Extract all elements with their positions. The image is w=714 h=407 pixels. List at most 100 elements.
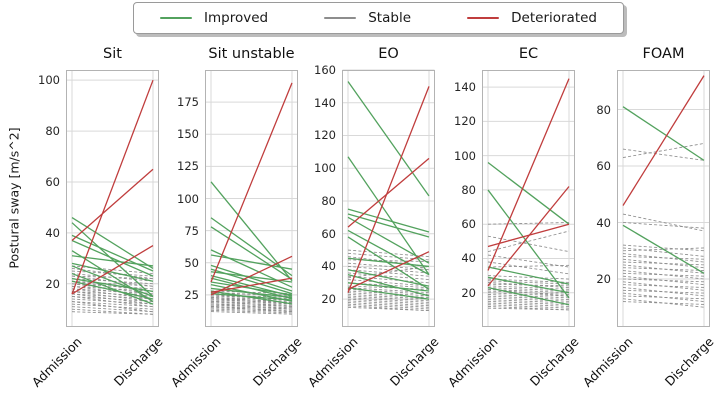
- y-tick-label: 80: [45, 124, 60, 139]
- patient-line-stable: [347, 290, 430, 297]
- patient-line-improved: [622, 224, 705, 274]
- patient-line-stable: [622, 258, 705, 269]
- patient-line-stable: [71, 293, 154, 300]
- patient-line-stable: [622, 213, 705, 232]
- patient-line-stable: [622, 275, 705, 286]
- x-tick-label-admission: Admission: [28, 334, 85, 390]
- patient-line-stable: [71, 270, 154, 277]
- patient-line-deteriorated: [487, 186, 570, 287]
- patient-line-stable: [347, 275, 430, 284]
- patient-line-stable: [622, 284, 705, 288]
- patient-line-deteriorated: [210, 82, 293, 283]
- y-tick-label: 120: [314, 128, 336, 143]
- patient-line-stable: [71, 308, 154, 315]
- patient-line-stable: [347, 305, 430, 312]
- patient-line-improved: [487, 162, 570, 225]
- y-tick-label: 175: [177, 95, 199, 110]
- y-tick-label: 100: [314, 161, 336, 176]
- patient-line-improved: [347, 216, 430, 264]
- subplot-title-foam: FOAM: [642, 46, 685, 62]
- patient-line-stable: [347, 293, 430, 300]
- y-tick-label: 40: [461, 251, 476, 266]
- patient-line-stable: [622, 281, 705, 291]
- y-tick-label: 140: [454, 80, 476, 95]
- patient-line-stable: [71, 301, 154, 308]
- y-tick-label: 100: [177, 191, 199, 206]
- patient-line-stable: [71, 278, 154, 285]
- patient-line-stable: [347, 282, 430, 289]
- patient-line-stable: [347, 272, 430, 280]
- plot-box-border: [482, 70, 575, 327]
- patient-line-stable: [347, 295, 430, 302]
- y-tick-label: 160: [314, 63, 336, 77]
- patient-line-improved: [210, 254, 293, 270]
- y-tick-label: 40: [596, 215, 611, 230]
- patient-line-stable: [487, 282, 570, 289]
- subplot-eo: [342, 69, 435, 327]
- patient-line-improved: [71, 280, 154, 300]
- y-tick-label: 150: [177, 127, 199, 142]
- patient-line-stable: [210, 298, 293, 305]
- patient-line-stable: [71, 293, 154, 305]
- patient-line-stable: [71, 268, 154, 280]
- legend-item-deteriorated: Deteriorated: [467, 10, 597, 26]
- y-tick-label: 20: [321, 292, 336, 307]
- patient-line-stable: [622, 244, 705, 252]
- patient-line-improved: [210, 281, 293, 296]
- patient-line-deteriorated: [487, 223, 570, 248]
- patient-line-improved: [71, 234, 154, 272]
- patient-line-improved: [210, 292, 293, 301]
- patient-line-improved: [71, 239, 154, 277]
- patient-line-stable: [347, 266, 430, 279]
- y-tick-label: 60: [45, 174, 60, 189]
- patient-line-improved: [210, 217, 293, 277]
- patient-line-stable: [71, 296, 154, 308]
- patient-line-stable: [347, 269, 430, 277]
- subplot-title-sit-unstable: Sit unstable: [208, 46, 295, 62]
- patient-line-improved: [487, 189, 570, 299]
- plot-box-border: [342, 70, 435, 327]
- patient-line-stable: [487, 261, 570, 275]
- y-tick-label: 20: [461, 285, 476, 300]
- patient-line-stable: [347, 279, 430, 287]
- patient-line-stable: [210, 306, 293, 313]
- legend-item-stable: Stable: [324, 10, 411, 26]
- patient-line-stable: [71, 290, 154, 302]
- patient-line-stable: [622, 272, 705, 277]
- patient-line-stable: [622, 143, 705, 158]
- y-tick-label: 25: [184, 287, 199, 302]
- subplot-title-sit: Sit: [103, 46, 122, 62]
- patient-line-improved: [622, 106, 705, 161]
- x-tick-label-discharge: Discharge: [661, 334, 714, 389]
- y-tick-label: 125: [177, 159, 199, 174]
- patient-line-stable: [347, 303, 430, 310]
- patient-line-stable: [487, 302, 570, 307]
- y-tick-label: 60: [596, 159, 611, 174]
- patient-line-improved: [347, 282, 430, 292]
- y-axis-label: Postural sway [m/s^2]: [6, 127, 22, 269]
- patient-line-improved: [347, 81, 430, 197]
- patient-line-stable: [622, 287, 705, 297]
- plot-box-border: [205, 70, 298, 327]
- legend-item-improved: Improved: [160, 10, 268, 26]
- patient-line-deteriorated: [71, 245, 154, 295]
- y-tick-label: 50: [184, 255, 199, 270]
- legend-line-swatch: [324, 17, 357, 19]
- patient-line-stable: [622, 301, 705, 305]
- patient-line-stable: [71, 288, 154, 300]
- y-tick-label: 80: [461, 182, 476, 197]
- patient-line-stable: [487, 264, 570, 268]
- patient-line-improved: [71, 217, 154, 270]
- patient-line-stable: [622, 261, 705, 266]
- patient-line-stable: [347, 266, 430, 274]
- patient-line-stable: [71, 283, 154, 290]
- patient-line-improved: [71, 278, 154, 293]
- patient-line-deteriorated: [622, 75, 705, 206]
- patient-line-improved: [71, 272, 154, 305]
- patient-line-stable: [622, 247, 705, 257]
- patient-line-improved: [210, 181, 293, 282]
- patient-line-stable: [622, 298, 705, 308]
- patient-line-stable: [71, 273, 154, 282]
- patient-line-stable: [347, 288, 430, 295]
